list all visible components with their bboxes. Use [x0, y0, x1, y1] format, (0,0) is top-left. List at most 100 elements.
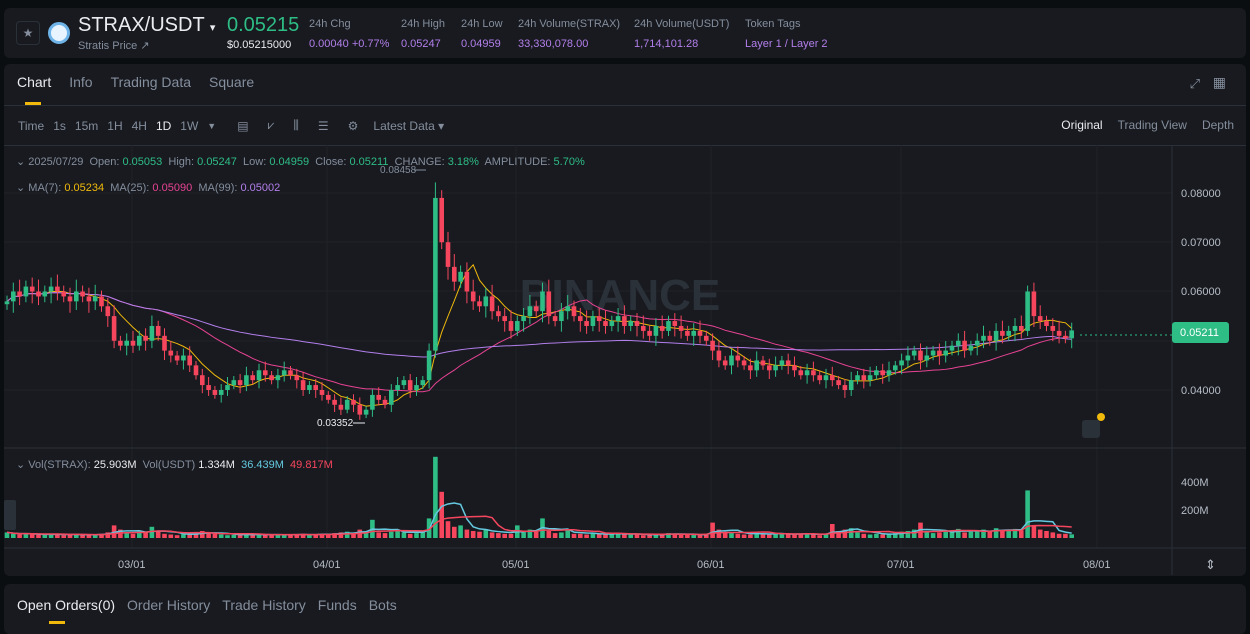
- tab-order-history[interactable]: Order History: [127, 597, 211, 613]
- volume-bar: [244, 533, 249, 538]
- candle: [382, 399, 388, 405]
- candle: [111, 316, 117, 341]
- volume-bar: [678, 534, 684, 538]
- candle: [924, 355, 930, 361]
- ohlc-legend: ⌄ 2025/07/29 Open: 0.05053 High: 0.05247…: [16, 155, 585, 168]
- candle: [162, 335, 167, 351]
- volume-bar: [200, 531, 205, 538]
- volume-bar: [798, 533, 804, 538]
- notes-icon[interactable]: [1082, 420, 1100, 438]
- volume-bar: [584, 534, 589, 538]
- candle: [489, 296, 495, 312]
- ma7-label: MA(7):: [28, 182, 62, 194]
- interval-1w[interactable]: 1W: [180, 118, 199, 133]
- collapse-caret-icon[interactable]: ⌄: [16, 459, 26, 471]
- interval-4h[interactable]: 4H: [131, 118, 147, 133]
- candle: [974, 340, 980, 346]
- volume-bar: [672, 533, 678, 538]
- candle: [905, 355, 911, 361]
- scroll-left-handle[interactable]: [4, 500, 16, 530]
- tab-trading-data[interactable]: Trading Data: [110, 74, 192, 90]
- candle: [899, 360, 904, 366]
- chart-settings-list-icon[interactable]: ☰: [317, 118, 329, 133]
- stratis-price-link[interactable]: Stratis Price ↗: [78, 40, 150, 52]
- candle: [61, 291, 66, 297]
- tab-square[interactable]: Square: [209, 74, 255, 90]
- candle: [880, 370, 885, 376]
- volume-bar: [943, 531, 948, 538]
- fullscreen-icon[interactable]: ⤢: [1189, 76, 1200, 91]
- candle: [17, 291, 22, 297]
- symbol-selector[interactable]: STRAX/USDT ▾: [78, 14, 215, 37]
- tab-trade-history[interactable]: Trade History: [222, 597, 306, 613]
- interval-15m[interactable]: 15m: [74, 118, 99, 133]
- interval-time[interactable]: Time: [18, 118, 45, 133]
- volume-bar: [830, 524, 835, 538]
- latest-data-dropdown[interactable]: Latest Data ▾: [373, 118, 445, 133]
- interval-1h[interactable]: 1H: [107, 118, 123, 133]
- change-label: CHANGE:: [394, 156, 445, 168]
- volume-bar: [250, 534, 255, 538]
- ohlc-date: 2025/07/29: [28, 156, 84, 168]
- notification-dot: [1097, 413, 1105, 421]
- stat-label: Token Tags: [745, 18, 801, 30]
- view-trading-view[interactable]: Trading View: [1117, 118, 1187, 132]
- volume-bar: [124, 533, 129, 538]
- favorite-star-icon[interactable]: ★: [16, 21, 40, 45]
- candle-type-icon[interactable]: ⫼: [293, 118, 299, 132]
- volume-bar: [722, 532, 728, 538]
- ma99-value: 0.05002: [240, 182, 281, 194]
- candle: [137, 335, 142, 346]
- candle: [483, 296, 489, 307]
- tab-info[interactable]: Info: [69, 74, 93, 90]
- tab-bots[interactable]: Bots: [368, 597, 397, 613]
- more-intervals-caret-icon[interactable]: ▼: [207, 120, 217, 131]
- interval-1d[interactable]: 1D: [155, 118, 172, 133]
- collapse-caret-icon[interactable]: ⌄: [16, 182, 26, 194]
- candle: [830, 375, 835, 381]
- candle: [861, 375, 867, 381]
- candle: [533, 306, 539, 312]
- token-tag-link[interactable]: Layer 1 / Layer 2: [745, 38, 828, 50]
- candle: [987, 335, 993, 341]
- active-tab-indicator: [49, 621, 65, 624]
- volume-bar: [508, 533, 514, 538]
- candle: [874, 370, 879, 376]
- candle: [294, 375, 300, 381]
- fit-axis-icon[interactable]: ⇕: [1205, 557, 1216, 572]
- candle: [968, 345, 974, 351]
- stratis-logo: [48, 22, 70, 44]
- stat-label: 24h Low: [461, 18, 503, 30]
- candle: [641, 325, 646, 331]
- layout-grid-icon[interactable]: ▦: [1212, 74, 1226, 90]
- volume-bar: [842, 529, 848, 538]
- volume-bar: [893, 533, 898, 538]
- view-original[interactable]: Original: [1061, 118, 1103, 132]
- interval-1s[interactable]: 1s: [53, 118, 66, 133]
- candle: [307, 385, 312, 390]
- tab-funds[interactable]: Funds: [317, 597, 357, 613]
- calendar-icon[interactable]: ▤: [237, 118, 249, 133]
- candlestick-chart[interactable]: BINANCE 0.08000 0.07000 0.06000 0.04000 …: [0, 0, 1250, 580]
- volume-bar: [307, 534, 312, 538]
- candle: [1069, 330, 1074, 339]
- tab-open-orders[interactable]: Open Orders(0): [17, 597, 116, 613]
- candle: [426, 350, 432, 381]
- gear-icon[interactable]: ⚙: [347, 118, 359, 133]
- volume-bar: [773, 533, 778, 538]
- collapse-caret-icon[interactable]: ⌄: [16, 156, 26, 168]
- volume-bar: [351, 533, 356, 538]
- open-label: Open:: [89, 156, 120, 168]
- volume-bar: [590, 533, 596, 538]
- volume-bar: [710, 522, 715, 538]
- indicator-icon[interactable]: ⩗: [267, 118, 275, 132]
- candle: [697, 330, 703, 336]
- date-tick: 03/01: [118, 559, 146, 571]
- volume-bar: [263, 534, 268, 538]
- view-depth[interactable]: Depth: [1201, 118, 1234, 132]
- candle: [29, 286, 35, 292]
- candle: [779, 360, 785, 366]
- candle: [741, 360, 747, 366]
- tab-chart[interactable]: Chart: [17, 74, 52, 90]
- volume-bar: [118, 529, 123, 538]
